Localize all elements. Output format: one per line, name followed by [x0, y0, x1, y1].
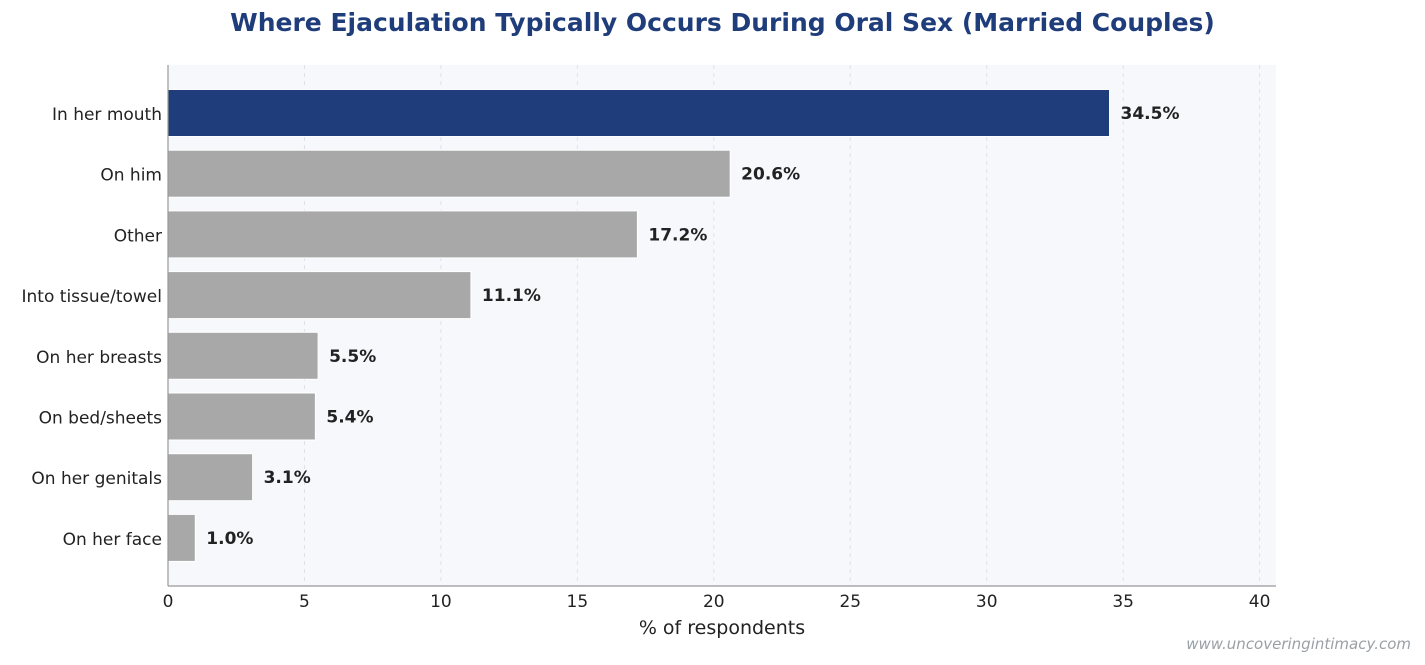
y-tick-label: Into tissue/towel: [22, 287, 162, 307]
grid-lines: [303, 65, 1261, 586]
x-tick-label: 20: [703, 592, 725, 612]
x-tick-label: 10: [430, 592, 452, 612]
data-label: 3.1%: [264, 468, 311, 488]
x-tick-labels: 0 5 10 15 20 25 30 35 40: [163, 592, 1271, 612]
x-tick-label: 25: [839, 592, 861, 612]
watermark: www.uncoveringintimacy.com: [1186, 635, 1411, 653]
data-label: 34.5%: [1121, 104, 1180, 124]
plot-background: [168, 65, 1276, 586]
y-tick-labels: In her mouth On him Other Into tissue/towel…: [22, 105, 163, 550]
x-tick-label: 0: [163, 592, 174, 612]
bar: [167, 453, 254, 502]
bar: [167, 331, 319, 380]
data-label: 20.6%: [741, 165, 800, 185]
x-tick-label: 30: [976, 592, 998, 612]
data-label: 1.0%: [206, 529, 253, 549]
chart-title: Where Ejaculation Typically Occurs Durin…: [230, 8, 1215, 37]
x-tick-label: 5: [299, 592, 310, 612]
bar: [167, 89, 1111, 137]
bar: [167, 210, 638, 259]
y-tick-label: On him: [100, 166, 162, 186]
data-label: 5.4%: [326, 408, 373, 428]
data-label: 11.1%: [482, 286, 541, 306]
bar: [167, 271, 472, 320]
x-tick-label: 35: [1112, 592, 1134, 612]
x-tick-label: 15: [567, 592, 589, 612]
data-labels: 34.5% 20.6% 17.2% 11.1% 5.5% 5.4% 3.1% 1.0%: [206, 104, 1179, 549]
y-tick-label: Other: [114, 226, 162, 246]
y-tick-label: On her genitals: [31, 469, 162, 489]
axes: [167, 65, 1276, 587]
x-axis-label: % of respondents: [639, 617, 805, 639]
bar: [167, 392, 316, 441]
data-label: 5.5%: [329, 347, 376, 367]
bar: [167, 149, 731, 198]
y-tick-label: In her mouth: [52, 105, 162, 125]
bars: [167, 89, 1111, 562]
x-tick-label: 40: [1249, 592, 1271, 612]
data-label: 17.2%: [648, 225, 707, 245]
bar: [167, 513, 196, 562]
y-tick-label: On her face: [63, 530, 162, 550]
y-tick-label: On bed/sheets: [39, 409, 163, 429]
y-tick-label: On her breasts: [36, 348, 162, 368]
